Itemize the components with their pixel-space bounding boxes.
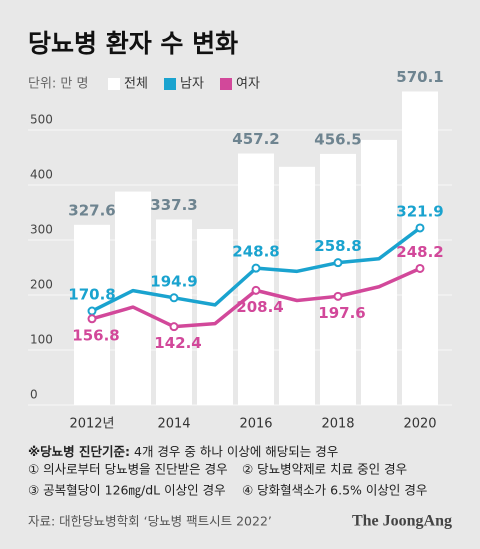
marker	[87, 314, 97, 324]
note-item: ① 의사로부터 당뇨병을 진단받은 경우	[28, 462, 228, 477]
note-item: ② 당뇨병약제로 치료 중인 경우	[242, 462, 407, 477]
bar	[402, 91, 438, 405]
marker	[415, 263, 425, 273]
y-tick-label: 200	[30, 278, 53, 292]
marker	[87, 306, 97, 316]
legend-swatch	[108, 78, 120, 90]
x-tick-label: 2012년	[69, 417, 114, 432]
criteria-text: 4개 경우 중 하나 이상에 해당되는 경우	[130, 444, 338, 459]
bar	[279, 166, 315, 405]
bar	[361, 139, 397, 405]
value-label: 248.8	[232, 243, 279, 261]
x-tick-label: 2016	[239, 417, 272, 432]
plot: 0 100 200 300 400 500 2012년 2014 2016 2018 2020 327…	[28, 68, 452, 432]
legend-label: 남자	[180, 77, 204, 92]
y-tick-label: 300	[30, 223, 53, 237]
value-label: 248.2	[396, 243, 443, 261]
criteria: ※당뇨병 진단기준: 4개 경우 중 하나 이상에 해당되는 경우	[28, 444, 338, 459]
note-item: ③ 공복혈당이 126㎎/dL 이상인 경우	[28, 483, 226, 498]
bar	[320, 153, 356, 405]
marker	[251, 263, 261, 273]
value-label: 197.6	[318, 304, 365, 322]
marker	[169, 293, 179, 303]
value-label: 456.5	[314, 130, 361, 148]
logo: The JoongAng	[352, 513, 452, 530]
marker	[251, 285, 261, 295]
marker	[333, 258, 343, 268]
y-tick-label: 0	[30, 388, 38, 402]
value-label: 194.9	[150, 272, 197, 290]
y-tick-label: 400	[30, 168, 53, 182]
x-tick-label: 2020	[403, 417, 436, 432]
value-label: 337.3	[150, 196, 197, 214]
legend-swatch	[220, 78, 232, 90]
x-tick-label: 2014	[157, 417, 190, 432]
value-label: 258.8	[314, 237, 361, 255]
bar	[197, 229, 233, 405]
value-label: 457.2	[232, 130, 279, 148]
marker	[169, 322, 179, 332]
value-label: 327.6	[68, 201, 115, 219]
marker	[333, 291, 343, 301]
marker	[415, 223, 425, 233]
value-label: 321.9	[396, 202, 443, 220]
y-tick-label: 500	[30, 113, 53, 127]
value-label: 570.1	[396, 68, 443, 86]
value-label: 208.4	[236, 298, 283, 316]
value-label: 170.8	[68, 286, 115, 304]
legend-swatch	[164, 78, 176, 90]
legend-label: 여자	[236, 77, 260, 92]
x-tick-label: 2018	[321, 417, 354, 432]
legend-label: 전체	[124, 77, 148, 92]
y-tick-label: 100	[30, 333, 53, 347]
value-label: 156.8	[72, 326, 119, 344]
bar	[156, 219, 192, 405]
unit-label: 단위: 만 명	[28, 77, 89, 92]
legend: 전체 남자 여자	[108, 77, 260, 92]
chart-title: 당뇨병 환자 수 변화	[28, 29, 238, 58]
source: 자료: 대한당뇨병학회 ‘당뇨병 팩트시트 2022’	[28, 514, 272, 529]
criteria-head: ※당뇨병 진단기준:	[28, 444, 130, 459]
value-label: 142.4	[154, 334, 201, 352]
note-item: ④ 당화혈색소가 6.5% 이상인 경우	[242, 483, 427, 498]
